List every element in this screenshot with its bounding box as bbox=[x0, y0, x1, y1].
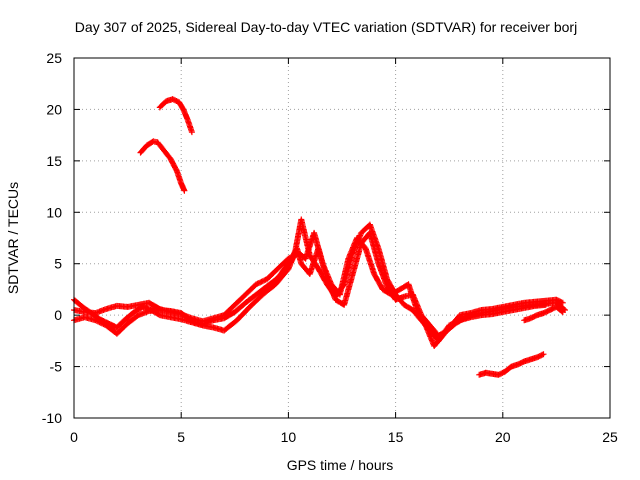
x-tick-label: 10 bbox=[281, 429, 297, 445]
y-tick-label: -10 bbox=[42, 410, 62, 426]
plot-frame bbox=[73, 57, 611, 419]
series-track-g bbox=[476, 351, 547, 378]
series-track-a bbox=[137, 138, 188, 194]
chart-title: Day 307 of 2025, Sidereal Day-to-day VTE… bbox=[75, 19, 577, 35]
y-tick-label: 10 bbox=[46, 204, 62, 220]
y-tick-label: -5 bbox=[50, 359, 63, 375]
y-axis-label: SDTVAR / TECUs bbox=[5, 182, 21, 294]
x-axis-label: GPS time / hours bbox=[287, 457, 394, 473]
y-tick-label: 5 bbox=[54, 256, 62, 272]
x-tick-label: 20 bbox=[495, 429, 511, 445]
x-tick-label: 15 bbox=[388, 429, 404, 445]
data-point-markers bbox=[156, 96, 195, 136]
grid-lines bbox=[74, 58, 610, 418]
data-point-markers bbox=[476, 351, 547, 378]
series-track-f bbox=[521, 303, 566, 324]
x-tick-label: 25 bbox=[602, 429, 618, 445]
series-track-b bbox=[156, 96, 195, 136]
y-tick-label: 20 bbox=[46, 101, 62, 117]
x-tick-label: 0 bbox=[70, 429, 78, 445]
data-point-markers bbox=[521, 303, 566, 324]
y-tick-label: 25 bbox=[46, 50, 62, 66]
x-tick-label: 5 bbox=[177, 429, 185, 445]
axis-ticks: 0 5 10 15 20 25 -10 -5 0 5 10 15 20 25 bbox=[42, 50, 618, 445]
y-tick-label: 15 bbox=[46, 153, 62, 169]
data-point-markers bbox=[137, 138, 188, 194]
y-tick-label: 0 bbox=[54, 307, 62, 323]
